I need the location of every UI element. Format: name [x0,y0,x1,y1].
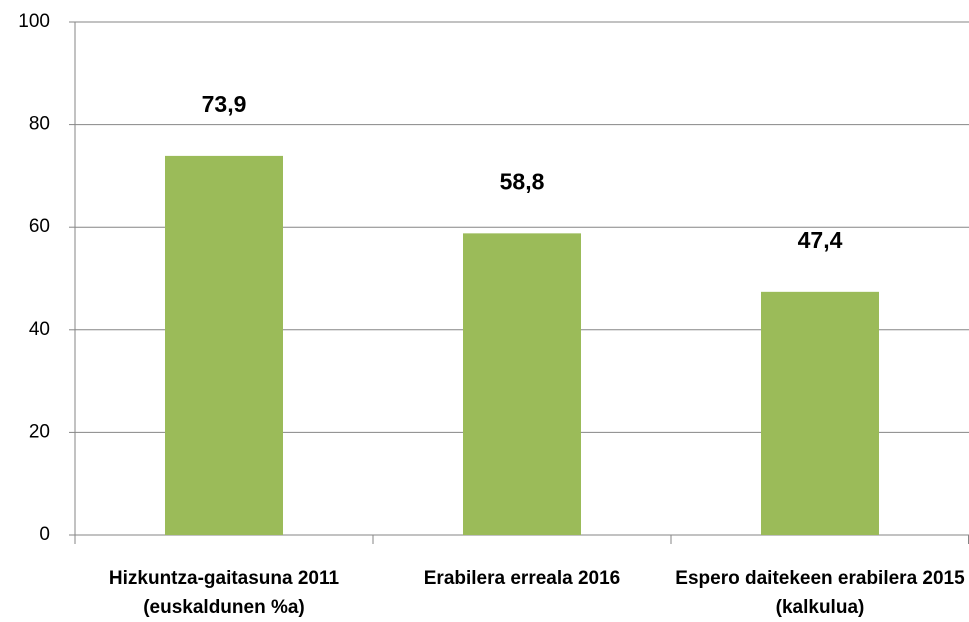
value-label: 73,9 [202,91,247,117]
y-tick-label: 0 [39,524,50,545]
x-tick-label: Erabilera erreala 2016 [423,568,621,589]
y-tick-label: 80 [29,114,50,135]
bar [165,155,283,535]
y-tick-label: 100 [18,11,50,32]
x-tick-label: Hizkuntza-gaitasuna 2011 (euskaldunen %a… [108,568,340,618]
y-tick-label: 20 [29,421,50,442]
bar [761,291,879,535]
y-tick-label: 60 [29,216,50,237]
bar [463,233,581,535]
y-tick-label: 40 [29,319,50,340]
x-tick-label: Espero daitekeen erabilera 2015 (kalkulu… [675,568,965,618]
value-label: 58,8 [500,168,545,194]
value-label: 47,4 [798,227,843,253]
